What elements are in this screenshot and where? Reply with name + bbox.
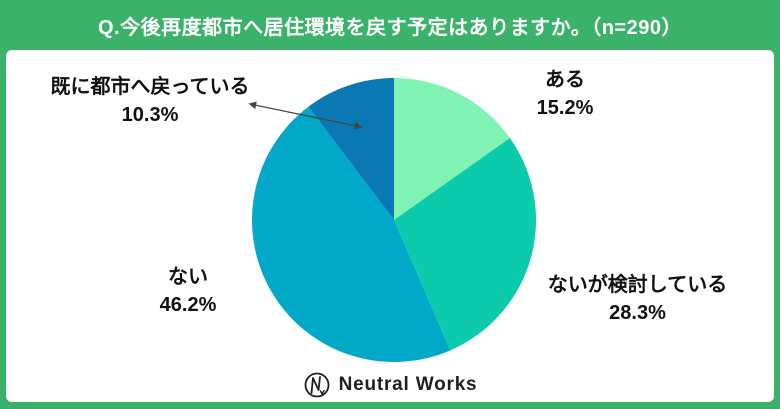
slice-percent: 10.3% — [121, 104, 179, 126]
pie-slice-1 — [394, 137, 536, 351]
slice-percent: 28.3% — [609, 302, 666, 324]
pie-chart — [252, 78, 536, 362]
pie-slice-0 — [394, 78, 510, 220]
slice-label-text: 既に都市へ戻っている — [50, 76, 250, 98]
chart-title: Q.今後再度都市へ居住環境を戻す予定はありますか。（n=290） — [98, 16, 682, 39]
slice-label-text: ない — [168, 266, 208, 288]
pie-slice-2 — [252, 106, 451, 362]
slice-label-naiga-kentou: ないが検討している 28.3% — [505, 271, 770, 327]
brand-name: Neutral Works — [338, 374, 478, 395]
slice-label-sudeni-modotteiru: 既に都市へ戻っている 10.3% — [20, 73, 280, 129]
slice-label-text: ある — [545, 69, 585, 91]
neutral-works-logo-icon — [304, 372, 329, 398]
slice-label-aru: ある 15.2% — [485, 66, 645, 122]
slice-label-nai: ない 46.2% — [118, 263, 258, 319]
slice-label-text: ないが検討している — [547, 274, 728, 296]
slice-percent: 46.2% — [159, 294, 217, 316]
title-bar: Q.今後再度都市へ居住環境を戻す予定はありますか。（n=290） — [0, 0, 780, 50]
brand-logo: Neutral Works — [0, 371, 780, 399]
slice-percent: 15.2% — [536, 97, 594, 119]
